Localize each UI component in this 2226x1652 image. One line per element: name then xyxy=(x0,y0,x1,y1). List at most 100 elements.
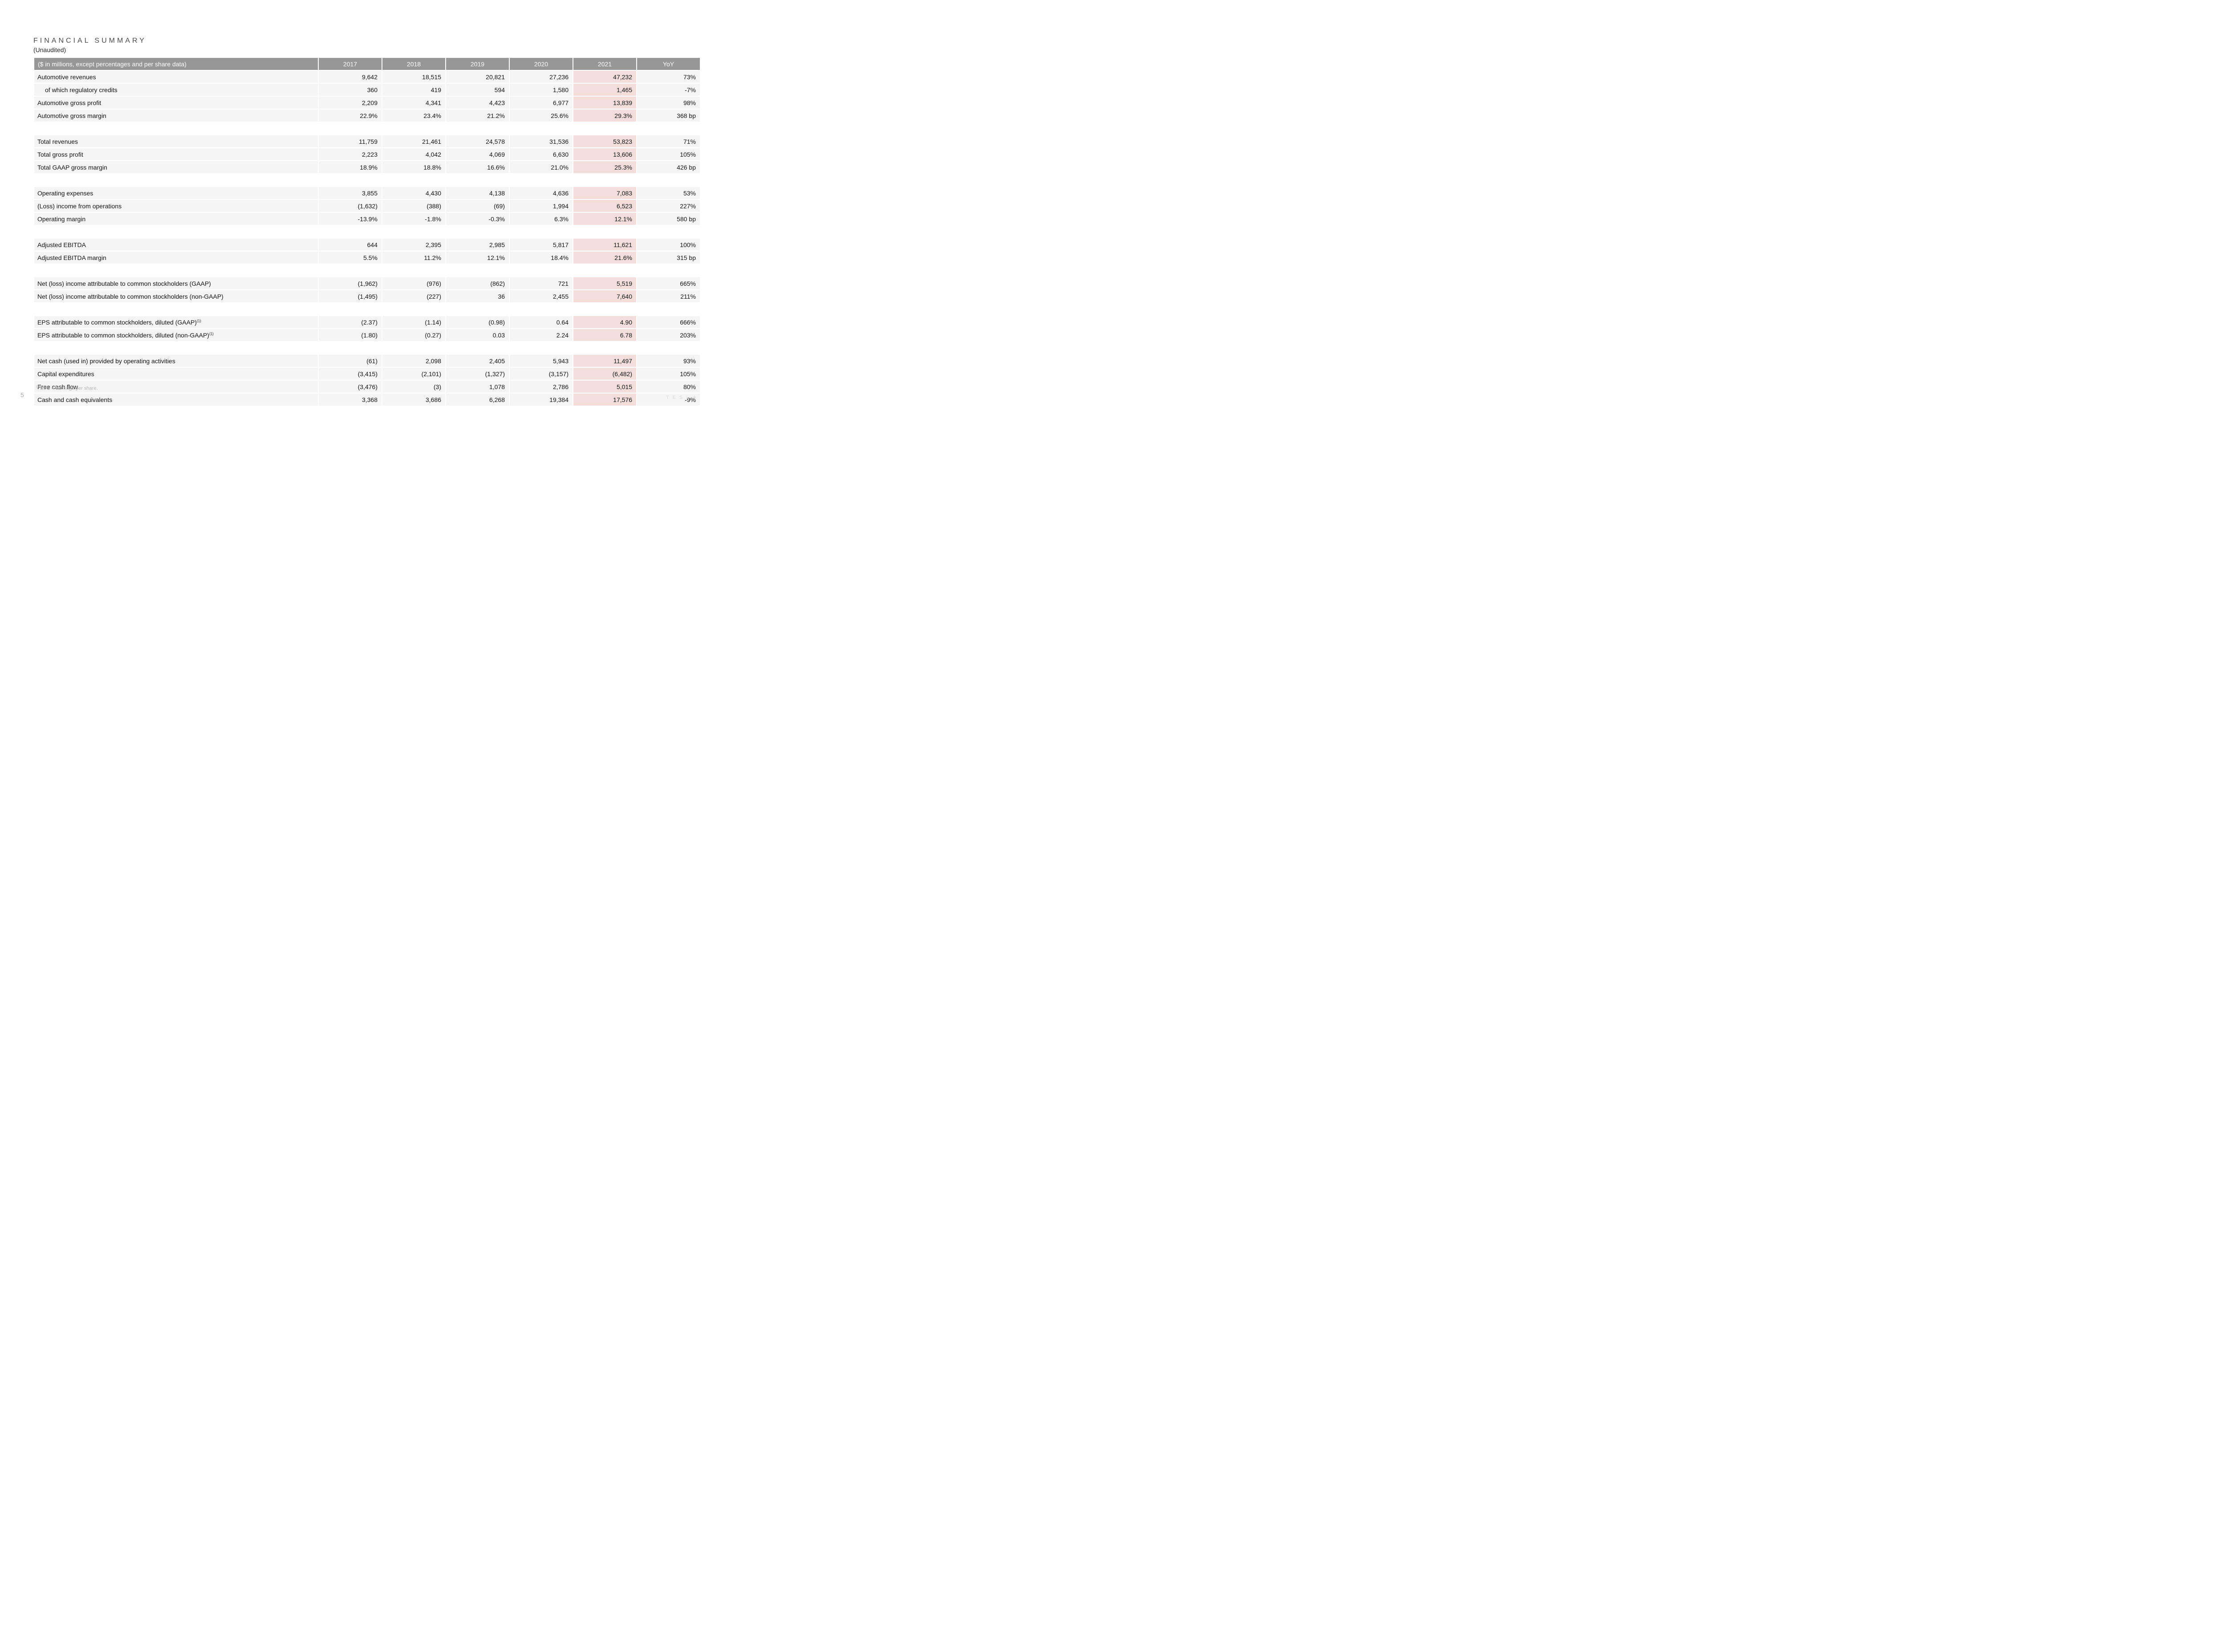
value-cell: (3,415) xyxy=(319,368,382,380)
value-cell: 16.6% xyxy=(446,161,509,173)
value-cell: 3,368 xyxy=(319,394,382,406)
yoy-cell: 105% xyxy=(637,148,700,160)
value-cell: 2.24 xyxy=(510,329,573,341)
yoy-cell: 315 bp xyxy=(637,252,700,264)
footnote: (1)EPS = earnings per share. xyxy=(36,385,98,391)
value-cell-highlighted: 6,523 xyxy=(573,200,636,212)
value-cell: (1.14) xyxy=(382,316,445,328)
table-body: Automotive revenues 9,642 18,515 20,821 27,2… xyxy=(34,71,700,406)
yoy-cell: 93% xyxy=(637,355,700,367)
value-cell: (1,327) xyxy=(446,368,509,380)
value-cell: (1,495) xyxy=(319,290,382,302)
value-cell-highlighted: 4.90 xyxy=(573,316,636,328)
value-cell-highlighted: 5,519 xyxy=(573,277,636,289)
spacer-cell xyxy=(34,303,700,315)
value-cell: 31,536 xyxy=(510,135,573,147)
table-row: Automotive revenues 9,642 18,515 20,821 27,2… xyxy=(34,71,700,83)
yoy-cell: 426 bp xyxy=(637,161,700,173)
yoy-cell: 203% xyxy=(637,329,700,341)
row-label-cell: Total GAAP gross margin xyxy=(34,161,318,173)
value-cell: 18.9% xyxy=(319,161,382,173)
label-superscript: (1) xyxy=(209,331,214,336)
value-cell: 9,642 xyxy=(319,71,382,83)
value-cell: 594 xyxy=(446,84,509,96)
value-cell: 4,069 xyxy=(446,148,509,160)
value-cell: (69) xyxy=(446,200,509,212)
value-cell: -0.3% xyxy=(446,213,509,225)
value-cell: 3,686 xyxy=(382,394,445,406)
value-cell-highlighted: 7,640 xyxy=(573,290,636,302)
yoy-cell: 580 bp xyxy=(637,213,700,225)
yoy-cell: 368 bp xyxy=(637,110,700,122)
row-label-cell: Total revenues xyxy=(34,135,318,147)
value-cell: 360 xyxy=(319,84,382,96)
value-cell: 0.64 xyxy=(510,316,573,328)
value-cell: 0.03 xyxy=(446,329,509,341)
value-cell-highlighted: 11,497 xyxy=(573,355,636,367)
yoy-cell: -9% xyxy=(637,394,700,406)
spacer-row xyxy=(34,264,700,276)
value-cell: 4,341 xyxy=(382,97,445,109)
page-subtitle: (Unaudited) xyxy=(33,46,66,53)
value-cell: 4,042 xyxy=(382,148,445,160)
value-cell-highlighted: 12.1% xyxy=(573,213,636,225)
row-label-cell: Net (loss) income attributable to common… xyxy=(34,290,318,302)
value-cell: 6.3% xyxy=(510,213,573,225)
header-cell-caption: ($ in millions, except percentages and p… xyxy=(34,58,318,70)
row-label-cell: Net cash (used in) provided by operating… xyxy=(34,355,318,367)
value-cell: (3,476) xyxy=(319,381,382,393)
value-cell: (1,962) xyxy=(319,277,382,289)
value-cell: (862) xyxy=(446,277,509,289)
value-cell: 6,630 xyxy=(510,148,573,160)
value-cell-highlighted: 6.78 xyxy=(573,329,636,341)
value-cell: 6,268 xyxy=(446,394,509,406)
table-row: Total gross profit 2,223 4,042 4,069 6,630 13… xyxy=(34,148,700,160)
spacer-cell xyxy=(34,342,700,354)
value-cell-highlighted: 25.3% xyxy=(573,161,636,173)
yoy-cell: 80% xyxy=(637,381,700,393)
yoy-cell: -7% xyxy=(637,84,700,96)
value-cell: 4,138 xyxy=(446,187,509,199)
row-label-cell: of which regulatory credits xyxy=(34,84,318,96)
value-cell-highlighted: 29.3% xyxy=(573,110,636,122)
spacer-row xyxy=(34,303,700,315)
value-cell: (2.37) xyxy=(319,316,382,328)
value-cell: (0.27) xyxy=(382,329,445,341)
spacer-row xyxy=(34,226,700,238)
header-cell-2018: 2018 xyxy=(382,58,445,70)
value-cell: 20,821 xyxy=(446,71,509,83)
value-cell: 2,405 xyxy=(446,355,509,367)
value-cell: 4,430 xyxy=(382,187,445,199)
footnote-superscript: (1) xyxy=(36,385,41,389)
value-cell-highlighted: 7,083 xyxy=(573,187,636,199)
value-cell: 27,236 xyxy=(510,71,573,83)
value-cell-highlighted: 11,621 xyxy=(573,239,636,251)
value-cell: 11.2% xyxy=(382,252,445,264)
table-row: Automotive gross margin 22.9% 23.4% 21.2% 25… xyxy=(34,110,700,122)
value-cell: 3,855 xyxy=(319,187,382,199)
yoy-cell: 211% xyxy=(637,290,700,302)
table-row: Capital expenditures (3,415) (2,101) (1,327… xyxy=(34,368,700,380)
header-cell-yoy: YoY xyxy=(637,58,700,70)
yoy-cell: 73% xyxy=(637,71,700,83)
value-cell: 36 xyxy=(446,290,509,302)
value-cell: 25.6% xyxy=(510,110,573,122)
value-cell: 12.1% xyxy=(446,252,509,264)
header-cell-2021: 2021 xyxy=(573,58,636,70)
row-label-cell: Net (loss) income attributable to common… xyxy=(34,277,318,289)
value-cell: (2,101) xyxy=(382,368,445,380)
value-cell: 18.4% xyxy=(510,252,573,264)
value-cell: (61) xyxy=(319,355,382,367)
value-cell-highlighted: 47,232 xyxy=(573,71,636,83)
table-row: Cash and cash equivalents 3,368 3,686 6,268… xyxy=(34,394,700,406)
table-row: EPS attributable to common stockholders,… xyxy=(34,329,700,341)
slide-page: FINANCIAL SUMMARY (Unaudited) ($ in mill… xyxy=(0,0,734,413)
row-label-cell: Automotive revenues xyxy=(34,71,318,83)
table-row: Operating margin -13.9% -1.8% -0.3% 6.3% 12.1… xyxy=(34,213,700,225)
value-cell: 2,985 xyxy=(446,239,509,251)
value-cell-highlighted: 1,465 xyxy=(573,84,636,96)
table-row: EPS attributable to common stockholders,… xyxy=(34,316,700,328)
value-cell: 2,786 xyxy=(510,381,573,393)
yoy-cell: 105% xyxy=(637,368,700,380)
row-label-cell: EPS attributable to common stockholders,… xyxy=(34,316,318,328)
